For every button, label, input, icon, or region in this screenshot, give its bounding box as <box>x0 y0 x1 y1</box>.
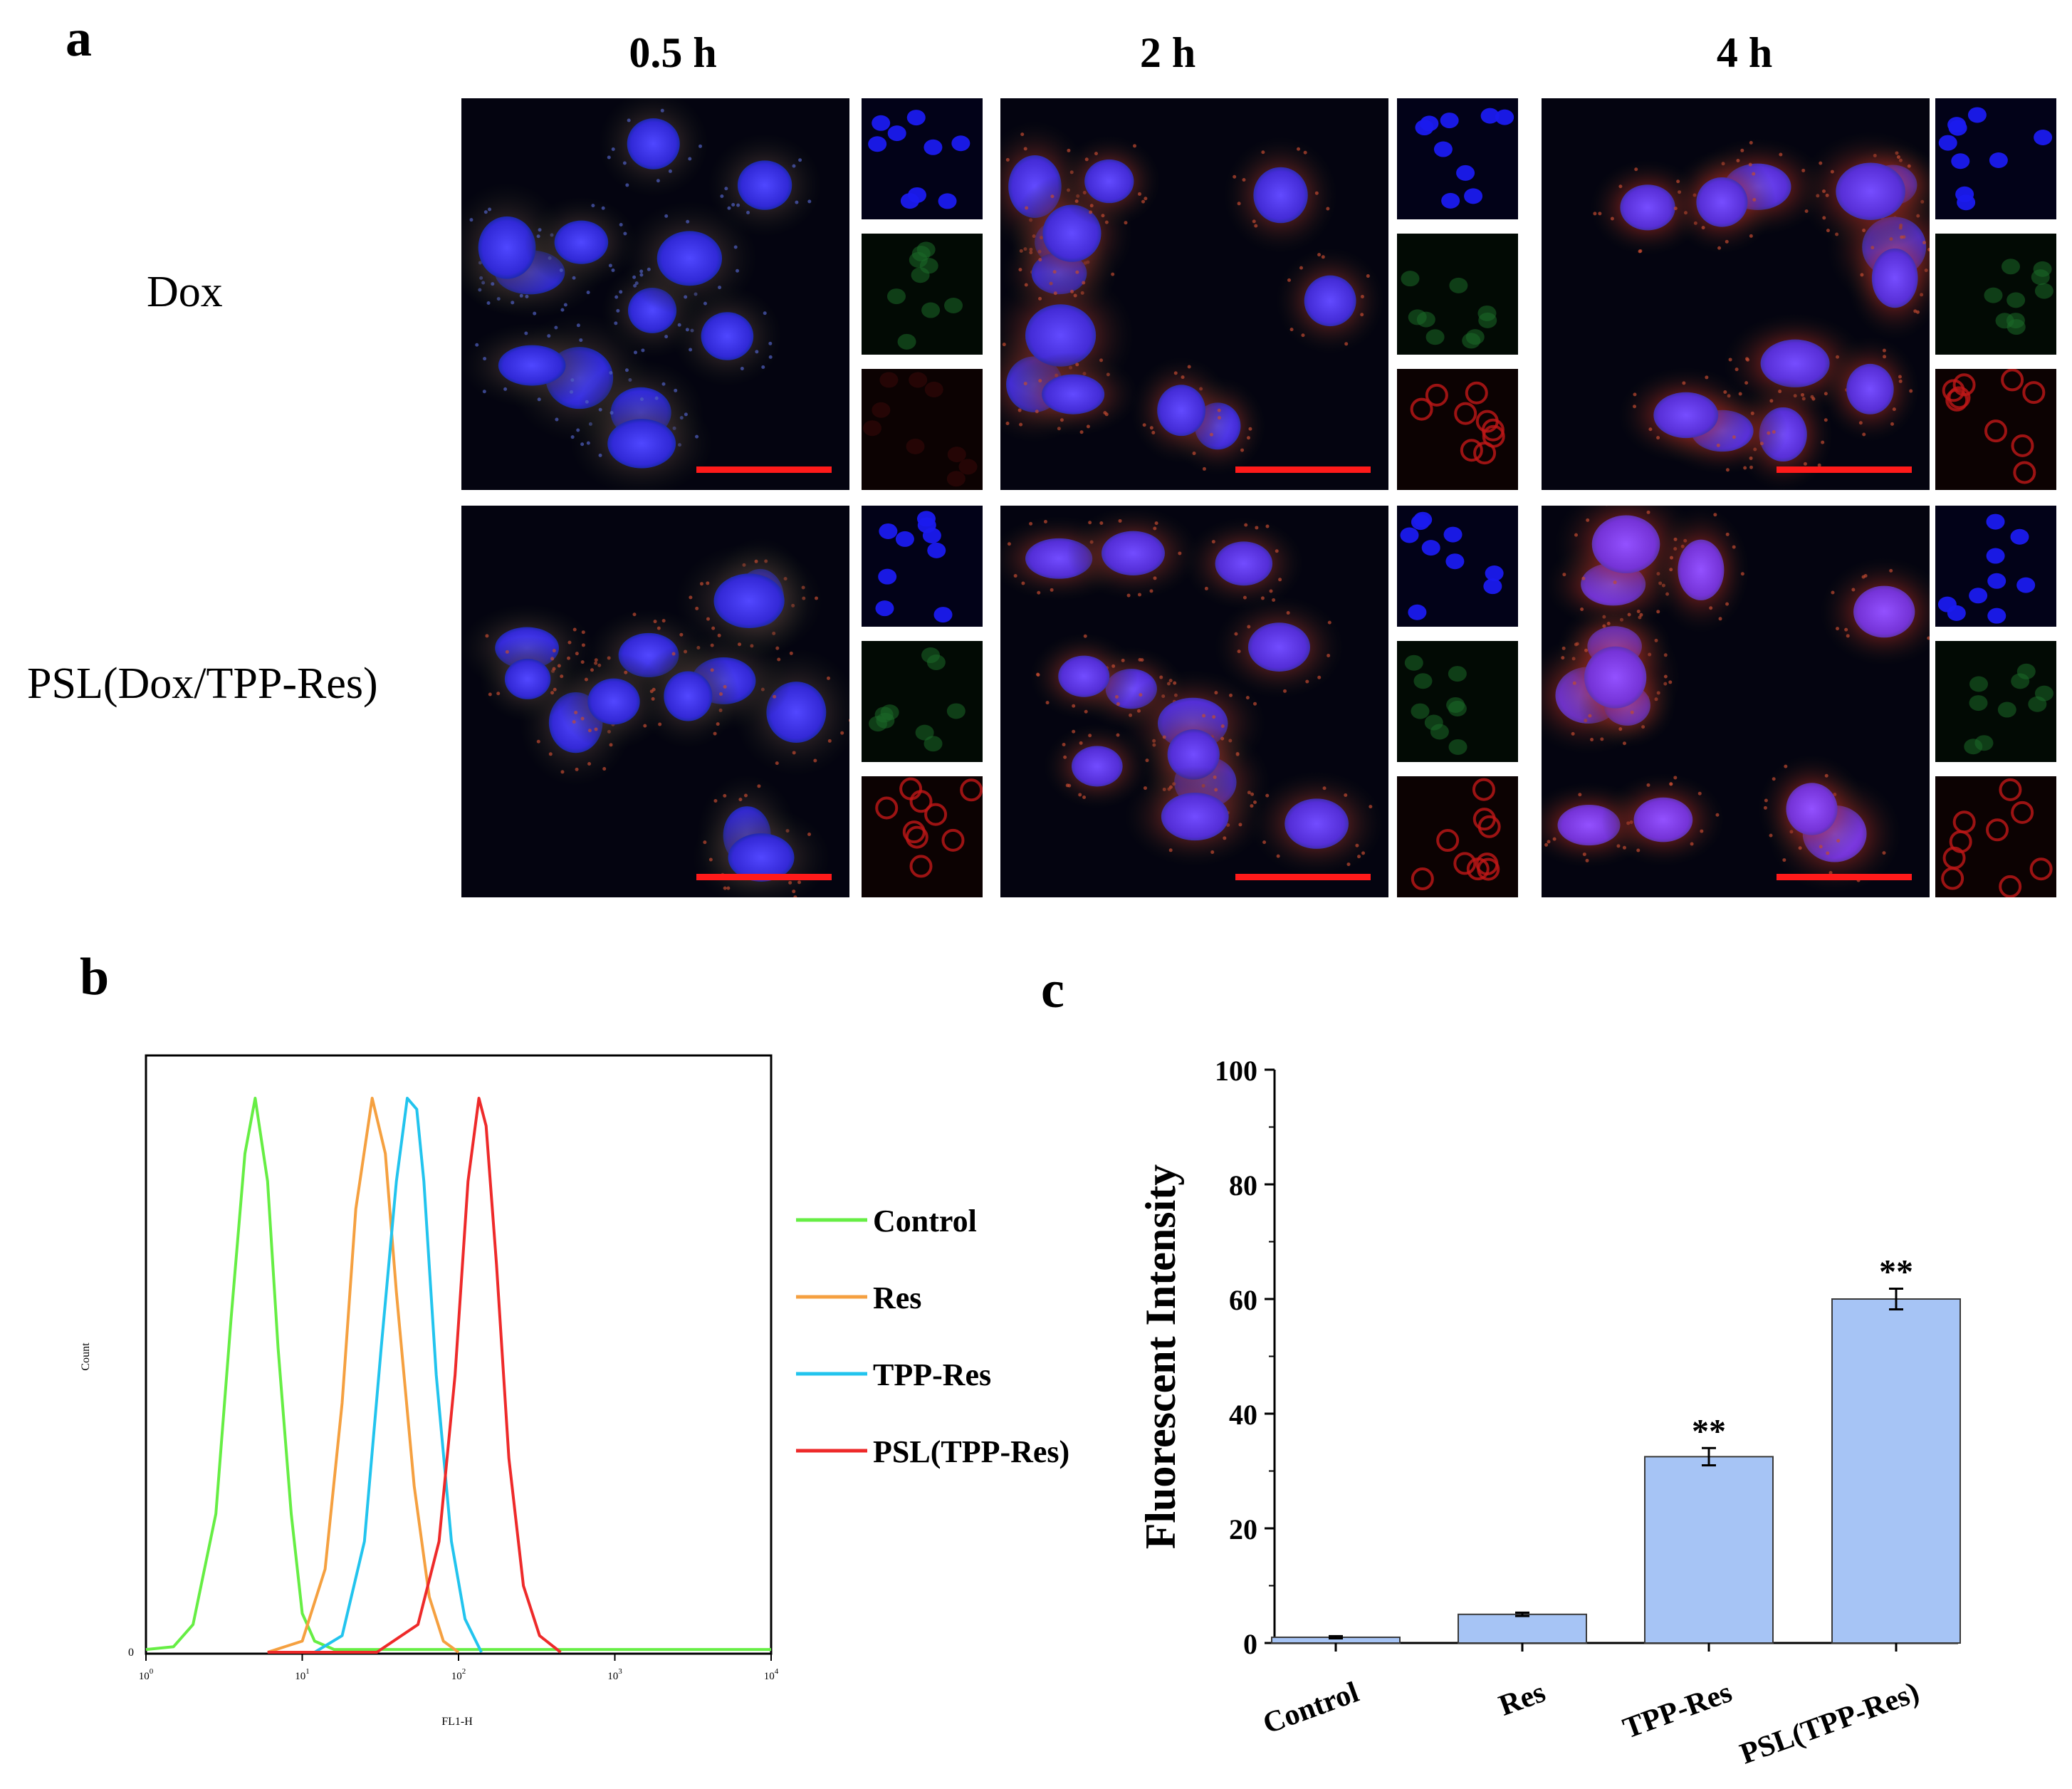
thumb-red-channel <box>1397 369 1518 490</box>
micrograph-merged <box>461 98 849 490</box>
thumb-nucleus-channel <box>1397 506 1518 627</box>
flow-histogram-chart: 100 101 102 103 104 0 Count FL1-H Control Res… <box>80 1054 1069 1728</box>
micrograph-cells <box>1000 120 1385 476</box>
micrograph-cells <box>1000 506 1384 877</box>
bar-chart-y-ticks: 0 20 40 60 80 100 <box>1215 1055 1275 1660</box>
thumb-red-channel <box>1935 369 2056 490</box>
thumb-nucleus-channel <box>862 506 983 627</box>
histogram-series-res <box>267 1097 460 1654</box>
micrograph-cells <box>461 98 822 490</box>
thumb-nucleus-channel <box>1935 506 2056 627</box>
thumb-red-channel <box>862 369 983 490</box>
legend-label: PSL(TPP-Res) <box>873 1434 1069 1469</box>
bar-tpp-res <box>1644 1456 1774 1644</box>
bar-chart-x-label: Control <box>1259 1676 1364 1741</box>
bar-psl-tpp-res- <box>1831 1298 1961 1644</box>
scale-bar <box>1777 874 1912 880</box>
bar-chart-x-label: Res <box>1495 1676 1549 1723</box>
thumb-green-channel <box>862 641 983 762</box>
bar-error-bar <box>1702 1446 1716 1466</box>
histogram-x-axis-label: FL1-H <box>441 1716 473 1728</box>
legend-label: Control <box>873 1204 977 1238</box>
row-label-psl-dox-tpp-res: PSL(Dox/TPP-Res) <box>27 659 378 708</box>
significance-marker: ** <box>1692 1412 1726 1450</box>
time-label-4h: 4 h <box>1716 29 1773 76</box>
histogram-series-control <box>145 1097 771 1652</box>
histogram-x-tick-label: 100 <box>139 1667 154 1682</box>
micrograph-merged <box>1000 506 1388 897</box>
thumb-nucleus-channel <box>862 98 983 219</box>
thumb-nucleus-channel <box>1935 98 2056 219</box>
histogram-x-tick-label: 102 <box>451 1667 466 1682</box>
bar-chart-y-axis-label: Fluorescent Intensity <box>1137 1164 1184 1550</box>
scale-bar <box>696 874 832 880</box>
bar-chart-x-label: PSL(TPP-Res) <box>1736 1676 1923 1770</box>
bar-chart-y-tick-label: 0 <box>1243 1628 1257 1660</box>
micrograph-cells <box>461 537 849 897</box>
panel-c-letter: c <box>1041 961 1064 1019</box>
thumb-green-channel <box>862 234 983 355</box>
thumb-red-channel <box>1935 776 2056 897</box>
histogram-curves <box>145 1097 771 1654</box>
bar-chart-y-tick-label: 20 <box>1229 1513 1257 1545</box>
histogram-series-tpp-res <box>313 1097 483 1654</box>
bar-chart-y-tick-label: 40 <box>1229 1399 1257 1431</box>
micrograph-cells <box>1542 506 1930 894</box>
bar-chart-y-tick-label: 100 <box>1215 1055 1257 1087</box>
histogram-x-ticks: 100 101 102 103 104 <box>139 1654 779 1682</box>
bar-chart-x-labels: Control Res TPP-Res PSL(TPP-Res) <box>1259 1643 1923 1771</box>
significance-marker: ** <box>1879 1253 1913 1291</box>
fluorescence-bar-chart: 0 20 40 60 80 100 ** ** Control Res TPP-Res PSL(T… <box>1137 1055 1961 1771</box>
scale-bar <box>1235 874 1371 880</box>
bar-res <box>1458 1613 1587 1644</box>
time-label-0-5h: 0.5 h <box>629 29 717 76</box>
micrograph-merged <box>1542 506 1930 897</box>
thumb-green-channel <box>1397 641 1518 762</box>
micrograph-cells <box>1589 131 1930 490</box>
scale-bar <box>1235 466 1371 473</box>
micrograph-merged <box>461 506 849 897</box>
bar-chart-y-tick-label: 60 <box>1229 1284 1257 1316</box>
bar-chart-x-label: TPP-Res <box>1619 1676 1737 1745</box>
histogram-series-psl-tpp-res- <box>267 1097 562 1654</box>
bar-error-bar <box>1515 1611 1529 1617</box>
scale-bar <box>1777 466 1912 473</box>
bar-chart-y-tick-label: 80 <box>1229 1169 1257 1201</box>
histogram-y-axis-label: Count <box>80 1342 92 1371</box>
bar-chart-bars: ** ** <box>1271 1253 1961 1644</box>
legend-label: Res <box>873 1281 921 1315</box>
thumb-green-channel <box>1397 234 1518 355</box>
panel-b-letter: b <box>80 948 110 1006</box>
histogram-frame <box>145 1054 773 1655</box>
thumb-green-channel <box>1935 234 2056 355</box>
bar-error-bar <box>1889 1288 1903 1310</box>
thumb-red-channel <box>1397 776 1518 897</box>
histogram-y-zero-label: 0 <box>128 1647 134 1659</box>
micrograph-merged <box>1000 98 1388 490</box>
scale-bar <box>696 466 832 473</box>
legend-label: TPP-Res <box>873 1357 991 1392</box>
histogram-x-tick-label: 103 <box>607 1667 622 1682</box>
bar-error-bar <box>1329 1634 1343 1640</box>
histogram-x-tick-label: 101 <box>295 1667 310 1682</box>
histogram-legend: Control Res TPP-Res PSL(TPP-Res) <box>796 1204 1069 1469</box>
thumb-nucleus-channel <box>1397 98 1518 219</box>
thumb-green-channel <box>1935 641 2056 762</box>
row-label-dox: Dox <box>147 268 223 316</box>
micrograph-merged <box>1542 98 1930 490</box>
panel-a-letter: a <box>66 9 92 68</box>
time-label-2h: 2 h <box>1139 29 1196 76</box>
thumb-red-channel <box>862 776 983 897</box>
histogram-x-tick-label: 104 <box>764 1667 779 1682</box>
